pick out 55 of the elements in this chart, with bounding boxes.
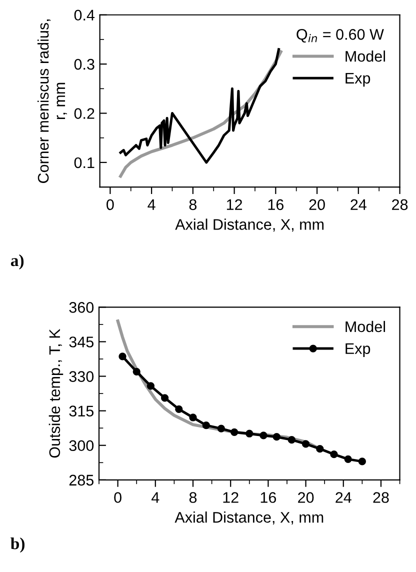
- y-axis-title: Outside temp., T, K: [48, 328, 64, 458]
- point: [316, 444, 324, 453]
- y-tick-label: 360: [69, 302, 94, 313]
- point: [344, 455, 352, 463]
- x-tick-label: 12: [223, 492, 238, 503]
- y-tick-label: 0.3: [74, 58, 94, 70]
- point: [358, 458, 366, 466]
- point: [288, 436, 296, 444]
- y-tick-label: 285: [69, 474, 94, 486]
- point: [146, 382, 155, 390]
- text: a): [10, 254, 24, 270]
- x-tick-label: 0: [114, 492, 122, 503]
- point: [302, 440, 310, 448]
- x-tick-label: 8: [189, 199, 197, 210]
- point: [132, 368, 140, 376]
- point: [217, 424, 226, 432]
- y-tick-label: 0.2: [74, 108, 94, 119]
- y-tick-label: 0.1: [74, 157, 94, 168]
- x-tick-label: 28: [392, 199, 408, 210]
- x-tick-label: 12: [226, 199, 242, 210]
- point: [260, 432, 268, 440]
- legend-label: Model: [346, 50, 386, 62]
- y-axis-title: Corner meniscus radius, r, mm: [37, 20, 67, 183]
- legend-label: Exp: [346, 72, 370, 87]
- point: [330, 450, 338, 458]
- x-tick-label: 4: [148, 199, 156, 210]
- y-tick-label: 0.4: [74, 10, 95, 21]
- y-tick-label: 345: [69, 336, 94, 348]
- x-tick-label: 16: [260, 492, 276, 503]
- legend-label: Model: [346, 320, 386, 332]
- point: [202, 422, 210, 430]
- x-tick-label: 0: [106, 199, 114, 210]
- point: [118, 352, 126, 360]
- x-tick-label: 20: [298, 492, 314, 503]
- point: [230, 428, 238, 436]
- point: [189, 414, 197, 422]
- point: [175, 405, 183, 414]
- x-axis-title: Axial Distance, X, mm: [175, 218, 324, 232]
- x-axis-title: Axial Distance, X, mm: [174, 512, 324, 525]
- x-tick-label: 28: [373, 492, 389, 503]
- point: [160, 394, 169, 402]
- y-tick-label: 300: [69, 440, 94, 452]
- x-tick-label: 24: [336, 492, 352, 503]
- text: b): [10, 538, 24, 553]
- point: [246, 430, 254, 438]
- x-tick-label: 24: [350, 199, 366, 210]
- x-tick-label: 20: [309, 199, 325, 210]
- legend-title: Q$_{in}$ = 0.60 W: [296, 29, 384, 43]
- x-tick-label: 16: [268, 199, 284, 210]
- y-tick-label: 330: [69, 371, 94, 382]
- legend-label: Exp: [346, 343, 370, 358]
- y-tick-label: 315: [69, 406, 94, 416]
- x-tick-label: 8: [189, 492, 197, 503]
- point: [272, 433, 280, 441]
- x-tick-label: 4: [152, 492, 160, 503]
